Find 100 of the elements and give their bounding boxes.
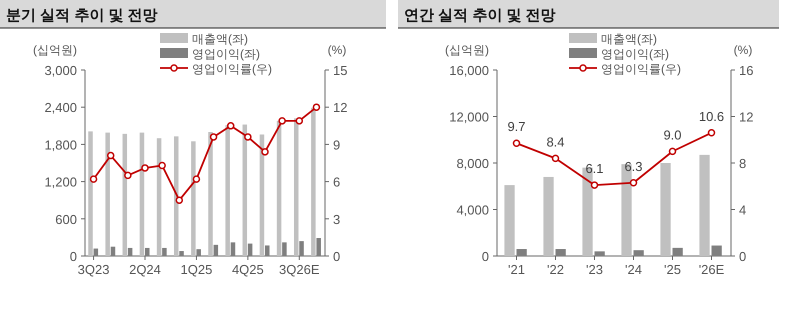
bar [712, 246, 722, 256]
bar [88, 131, 93, 256]
x-tick-label: '23 [586, 262, 603, 277]
y2-axis-title: (%) [734, 43, 752, 57]
bar [294, 118, 298, 256]
bar [594, 251, 605, 256]
legend-label: 영업이익률(우) [601, 62, 681, 76]
bar [248, 244, 252, 256]
y2-tick-label: 3 [333, 212, 340, 227]
point [124, 172, 132, 180]
x-tick-label: '25 [664, 262, 681, 277]
data-label: 6.3 [624, 158, 643, 174]
point [210, 133, 218, 141]
y-tick-label: 8,000 [456, 156, 489, 171]
bar [299, 241, 304, 256]
point [512, 139, 520, 147]
point [90, 175, 98, 183]
point [278, 117, 286, 125]
bar [672, 248, 683, 256]
y2-tick-label: 15 [333, 63, 348, 78]
bar [110, 246, 116, 256]
point [668, 148, 676, 156]
y2-tick-label: 9 [333, 137, 340, 152]
y-tick-label: 0 [70, 249, 77, 264]
x-tick-label: '21 [508, 262, 525, 277]
y2-tick-label: 0 [333, 249, 340, 264]
point [106, 152, 114, 160]
y-tick-label: 12,000 [449, 110, 489, 124]
point [708, 129, 716, 137]
point [192, 175, 200, 183]
bar [191, 141, 196, 256]
bar [94, 248, 98, 256]
legend-label: 영업이익률(우) [192, 62, 272, 76]
x-tick-label: 3Q26E [279, 262, 320, 277]
y-tick-label: 16,000 [449, 63, 489, 78]
x-tick-label: 4Q25 [232, 262, 264, 277]
y2-tick-label: 6 [333, 174, 340, 190]
bar [699, 154, 710, 256]
legend-label: 매출액(좌) [192, 32, 248, 46]
bar [242, 124, 248, 256]
bar [230, 242, 236, 256]
y-axis-title: (십억원) [33, 43, 77, 57]
bar [145, 248, 150, 256]
legend-label: 매출액(좌) [601, 32, 657, 46]
y-tick-label: 4,000 [456, 202, 489, 218]
y2-tick-label: 0 [739, 249, 746, 264]
y-axis-title: (십억원) [445, 43, 489, 57]
bar [311, 108, 316, 256]
x-tick-label: '24 [625, 262, 642, 277]
point [244, 133, 252, 141]
y-tick-label: 600 [55, 212, 77, 227]
x-tick-label: '22 [547, 262, 564, 277]
bar [504, 185, 515, 256]
bar [196, 249, 201, 256]
y2-tick-label: 4 [739, 202, 746, 218]
y2-tick-label: 8 [739, 156, 746, 171]
bar [156, 138, 162, 256]
point [312, 103, 320, 111]
x-tick-label: 2Q24 [129, 262, 161, 277]
chart-title: 분기 실적 추이 및 전망 [6, 7, 158, 24]
point [296, 117, 304, 125]
y2-tick-label: 12 [739, 110, 754, 124]
bar [516, 249, 527, 256]
bar [282, 242, 287, 256]
bar [179, 251, 184, 256]
point [630, 179, 638, 187]
bar [122, 134, 128, 256]
y-tick-label: 3,000 [44, 63, 77, 78]
bar [214, 244, 218, 256]
point [176, 196, 184, 204]
chart-title: 연간 실적 추이 및 전망 [404, 7, 556, 24]
bar [225, 125, 230, 256]
data-label: 9.7 [507, 119, 526, 134]
bar [316, 238, 321, 256]
bar [174, 136, 178, 256]
bar [260, 134, 264, 256]
y-tick-label: 0 [482, 249, 489, 264]
point [261, 148, 269, 156]
x-tick-label: 3Q23 [78, 262, 110, 277]
legend-label: 영업이익(좌) [192, 47, 260, 61]
y-tick-label: 1,800 [44, 137, 77, 152]
data-label: 9.0 [663, 127, 682, 142]
y-tick-label: 1,200 [44, 174, 77, 190]
data-label: 10.6 [698, 108, 724, 124]
bar [162, 248, 167, 256]
bar [660, 163, 671, 256]
x-tick-label: 1Q25 [180, 262, 212, 277]
legend-label: 영업이익(좌) [601, 47, 669, 61]
bar [276, 120, 282, 256]
bar [265, 245, 270, 256]
y-tick-label: 2,400 [44, 100, 77, 116]
y2-tick-label: 16 [739, 63, 754, 78]
bar [556, 249, 566, 256]
y2-tick-label: 12 [333, 100, 348, 116]
point [141, 164, 149, 172]
data-label: 6.1 [585, 161, 604, 176]
point [590, 181, 598, 189]
bar [105, 132, 110, 256]
point [226, 122, 234, 130]
bar [208, 132, 213, 256]
